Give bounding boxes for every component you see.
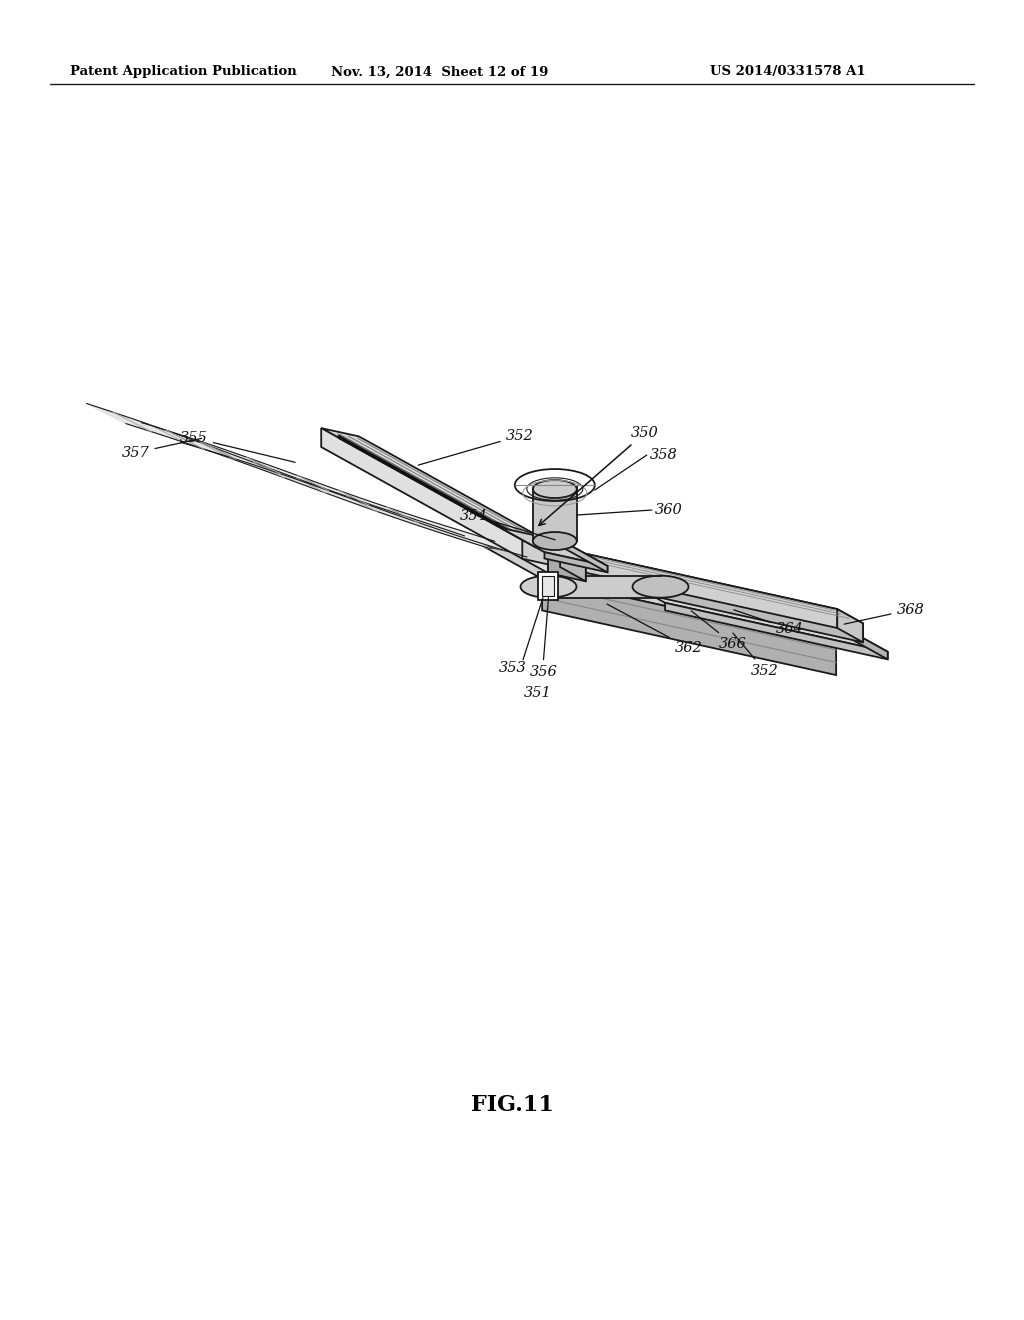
Text: Patent Application Publication: Patent Application Publication <box>70 66 297 78</box>
Polygon shape <box>666 603 888 660</box>
Polygon shape <box>545 552 607 573</box>
Text: 368: 368 <box>844 603 925 624</box>
Polygon shape <box>87 404 492 549</box>
Polygon shape <box>560 544 586 581</box>
Polygon shape <box>840 624 888 660</box>
Polygon shape <box>548 554 586 581</box>
Text: 352: 352 <box>733 634 779 678</box>
Polygon shape <box>542 579 837 675</box>
Text: 357: 357 <box>122 438 202 459</box>
Text: 350: 350 <box>539 426 658 525</box>
Text: US 2014/0331578 A1: US 2014/0331578 A1 <box>710 66 865 78</box>
Text: 356: 356 <box>529 665 557 678</box>
Ellipse shape <box>532 480 577 498</box>
Text: 364: 364 <box>734 610 804 636</box>
Ellipse shape <box>520 576 577 598</box>
Text: 355: 355 <box>180 430 295 462</box>
Polygon shape <box>141 422 526 557</box>
Text: 353: 353 <box>499 661 527 675</box>
Text: 366: 366 <box>691 611 746 651</box>
Polygon shape <box>522 540 863 623</box>
Ellipse shape <box>532 532 577 550</box>
Text: 354: 354 <box>460 508 555 540</box>
Polygon shape <box>548 554 863 643</box>
Bar <box>549 576 660 598</box>
Polygon shape <box>501 528 607 566</box>
Text: 362: 362 <box>607 605 702 655</box>
Polygon shape <box>548 550 586 581</box>
Text: FIG.11: FIG.11 <box>471 1094 553 1115</box>
Bar <box>532 488 577 541</box>
Bar <box>538 572 558 599</box>
Polygon shape <box>322 428 548 573</box>
Polygon shape <box>616 576 888 652</box>
Text: Nov. 13, 2014  Sheet 12 of 19: Nov. 13, 2014 Sheet 12 of 19 <box>332 66 549 78</box>
Ellipse shape <box>633 576 688 598</box>
Polygon shape <box>322 428 586 562</box>
Polygon shape <box>563 541 607 573</box>
Text: 352: 352 <box>419 429 534 465</box>
Text: 360: 360 <box>654 503 683 517</box>
Polygon shape <box>522 536 586 558</box>
Polygon shape <box>481 545 837 644</box>
Text: 358: 358 <box>650 447 678 462</box>
Text: 351: 351 <box>524 685 552 700</box>
Bar <box>542 576 554 595</box>
Polygon shape <box>838 609 863 643</box>
Polygon shape <box>522 540 838 628</box>
